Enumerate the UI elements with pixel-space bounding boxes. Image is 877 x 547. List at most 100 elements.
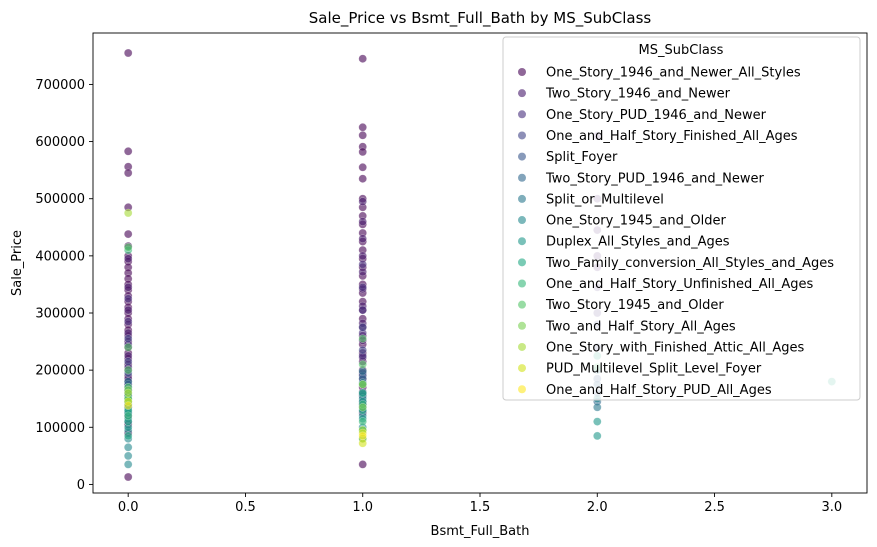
data-point (123, 431, 133, 441)
data-point (123, 283, 133, 292)
data-point (123, 243, 133, 252)
data-point (358, 123, 367, 132)
chart-title: Sale_Price vs Bsmt_Full_Bath by MS_SubCl… (309, 9, 652, 28)
legend-marker (518, 279, 526, 288)
x-tick-label: 2.0 (587, 500, 608, 515)
data-point (123, 334, 133, 343)
data-point (123, 305, 133, 315)
legend-label: Two_Story_1945_and_Older (545, 298, 724, 313)
legend-label: Duplex_All_Styles_and_Ages (546, 235, 730, 250)
data-point (123, 294, 133, 303)
x-axis-title: Bsmt_Full_Bath (431, 524, 530, 539)
legend: MS_SubClass One_Story_1946_and_Newer_All… (502, 36, 861, 401)
legend-title: MS_SubClass (639, 43, 724, 58)
y-tick-label: 0 (77, 478, 85, 493)
x-tick-label: 1.0 (352, 500, 373, 515)
data-point (358, 439, 367, 448)
data-point (123, 443, 133, 452)
legend-marker (518, 300, 526, 309)
data-point (593, 417, 602, 426)
data-point (123, 343, 133, 352)
x-tick-label: 0.5 (235, 500, 256, 515)
data-point (358, 267, 367, 277)
data-point (358, 147, 367, 157)
legend-label: One_and_Half_Story_Finished_All_Ages (546, 129, 798, 144)
data-point (123, 365, 133, 375)
data-point (123, 254, 133, 263)
legend-marker (518, 258, 526, 267)
y-tick-label: 200000 (35, 364, 85, 379)
legend-marker (518, 194, 526, 203)
legend-label: One_Story_1946_and_Newer_All_Styles (546, 66, 801, 81)
legend-marker (518, 342, 526, 351)
data-point (358, 360, 367, 369)
data-point (123, 411, 133, 421)
data-point (358, 323, 367, 332)
legend-frame (502, 36, 861, 401)
data-point (358, 460, 367, 469)
data-point (358, 197, 367, 206)
legend-label: One_Story_with_Finished_Attic_All_Ages (546, 340, 805, 355)
legend-label: Split_or_Multilevel (546, 192, 664, 207)
data-point (358, 283, 367, 292)
y-tick-label: 400000 (35, 249, 85, 264)
y-tick-label: 300000 (35, 307, 85, 322)
data-point (123, 317, 133, 326)
x-tick-label: 0.0 (118, 500, 139, 515)
data-point (123, 388, 133, 398)
data-point (123, 168, 133, 178)
x-tick-label: 2.5 (704, 500, 725, 515)
legend-marker (518, 237, 526, 246)
y-tick-label: 700000 (35, 78, 85, 93)
data-point (358, 345, 367, 355)
data-point (123, 472, 133, 482)
legend-items: One_Story_1946_and_Newer_All_Styles Two_S… (518, 66, 834, 398)
data-point (123, 451, 133, 461)
legend-label: Two_Story_PUD_1946_and_Newer (545, 171, 764, 186)
y-axis-title: Sale_Price (10, 230, 25, 296)
data-point (123, 460, 133, 469)
y-tick-label: 600000 (35, 135, 85, 150)
data-point (358, 431, 367, 441)
data-point (593, 431, 602, 441)
data-point (358, 260, 367, 269)
legend-marker (518, 364, 526, 373)
legend-marker (518, 385, 526, 394)
data-point (358, 417, 367, 426)
y-tick-label: 100000 (35, 421, 85, 436)
data-point (358, 163, 367, 172)
data-point (358, 217, 367, 226)
data-point (123, 208, 133, 218)
legend-marker (518, 89, 526, 98)
legend-label: One_and_Half_Story_PUD_All_Ages (546, 383, 772, 398)
legend-marker (518, 68, 526, 76)
data-point (358, 131, 367, 140)
data-point (123, 401, 133, 410)
data-point (358, 234, 367, 243)
legend-label: Two_Story_1946_and_Newer (545, 87, 731, 102)
data-point (123, 357, 133, 366)
data-point (358, 380, 367, 389)
data-point (358, 334, 367, 343)
x-tick-label: 3.0 (821, 500, 842, 515)
data-point (123, 48, 133, 58)
legend-marker (518, 131, 526, 140)
legend-marker (518, 216, 526, 225)
legend-marker (518, 173, 526, 182)
data-point (358, 305, 367, 315)
data-point (358, 388, 367, 398)
x-axis: 0.0 0.5 1.0 1.5 2.0 2.5 3.0 (118, 493, 842, 515)
data-point (358, 54, 367, 63)
legend-marker (518, 152, 526, 161)
data-point (358, 403, 367, 412)
legend-label: One_Story_1945_and_Older (546, 214, 726, 229)
legend-marker (518, 110, 526, 119)
legend-label: One_and_Half_Story_Unfinished_All_Ages (546, 277, 814, 292)
legend-label: Split_Foyer (546, 150, 618, 165)
legend-marker (518, 321, 526, 330)
data-point (358, 251, 367, 261)
data-point (593, 403, 602, 412)
legend-label: Two_Family_conversion_All_Styles_and_Age… (545, 256, 834, 271)
data-point (358, 174, 367, 183)
legend-label: PUD_Multilevel_Split_Level_Foyer (546, 362, 762, 377)
